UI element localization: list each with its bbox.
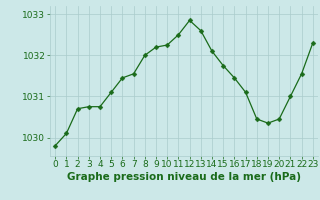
X-axis label: Graphe pression niveau de la mer (hPa): Graphe pression niveau de la mer (hPa) [67,172,301,182]
